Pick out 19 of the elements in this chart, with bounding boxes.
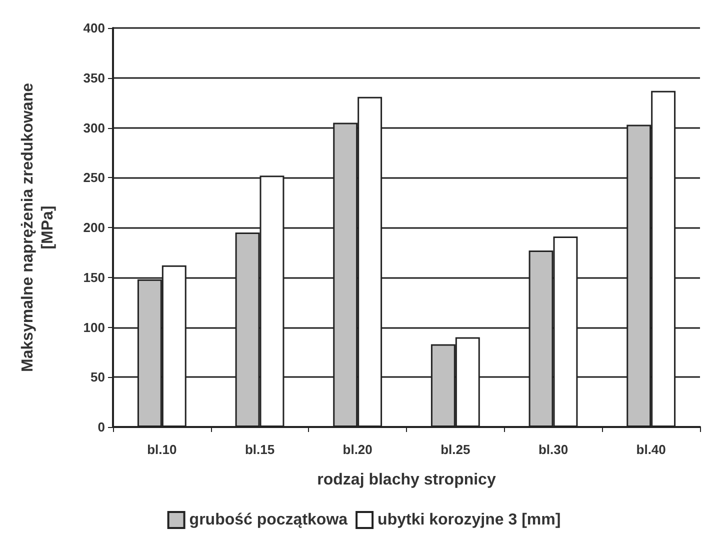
y-tick-label: 0 [98,420,105,434]
x-tick-label: bl.30 [538,442,568,457]
x-tick-label: bl.40 [636,442,666,457]
y-tick-label: 150 [83,270,105,285]
x-axis-title: rodzaj blachy stropnicy [317,472,496,488]
x-tick-label: bl.20 [342,442,372,457]
y-tick-label: 400 [83,20,105,36]
y-tick-label: 200 [83,220,105,235]
legend-label: ubytki korozyjne 3 [mm] [378,512,561,528]
legend-label: grubość początkowa [189,512,348,528]
y-tick-label: 50 [90,370,105,385]
y-tick-label: 250 [83,170,105,186]
x-tick-label: bl.25 [440,442,470,457]
y-axis-title: Maksymalne naprężenia zredukowane [MPa] [20,82,56,372]
x-tick-label: bl.15 [244,442,275,457]
y-tick-label: 300 [83,120,105,136]
y-tick-label: 350 [83,70,105,86]
y-tick-label: 100 [83,320,105,335]
x-tick-label: bl.10 [147,442,177,457]
